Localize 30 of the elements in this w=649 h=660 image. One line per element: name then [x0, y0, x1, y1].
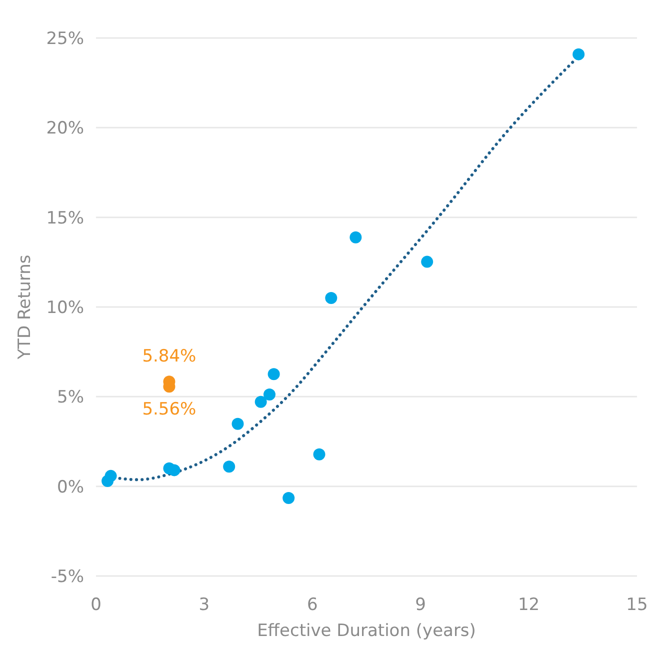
y-axis-title: YTD Returns	[15, 254, 35, 360]
y-tick-label: 20%	[46, 118, 84, 139]
annotation: 5.56%	[142, 400, 196, 420]
y-tick-label: 5%	[57, 388, 84, 408]
point	[254, 396, 267, 408]
point	[325, 292, 338, 304]
point	[313, 448, 326, 460]
x-tick-label: 6	[306, 595, 318, 615]
y-tick-label: 25%	[46, 28, 84, 49]
point	[104, 470, 117, 482]
point	[223, 460, 236, 473]
y-tick-label: 15%	[46, 208, 84, 228]
point	[263, 388, 276, 401]
x-tick-label: 12	[518, 595, 540, 615]
point	[572, 48, 585, 60]
y-tick-label: 10%	[46, 298, 84, 318]
point	[282, 492, 295, 504]
annotation: 5.84%	[142, 346, 196, 367]
point	[350, 231, 362, 244]
point	[168, 464, 180, 476]
x-tick-label: 3	[198, 595, 210, 615]
point	[421, 256, 434, 268]
x-tick-label: 9	[415, 595, 426, 615]
x-tick-label: 0	[90, 595, 102, 615]
y-tick-label: -5%	[50, 566, 84, 587]
y-tick-label: 0%	[57, 477, 84, 498]
x-tick-label: 15	[626, 595, 648, 615]
point	[268, 368, 280, 380]
point	[232, 418, 244, 430]
x-axis-title: Effective Duration (years)	[257, 621, 476, 641]
